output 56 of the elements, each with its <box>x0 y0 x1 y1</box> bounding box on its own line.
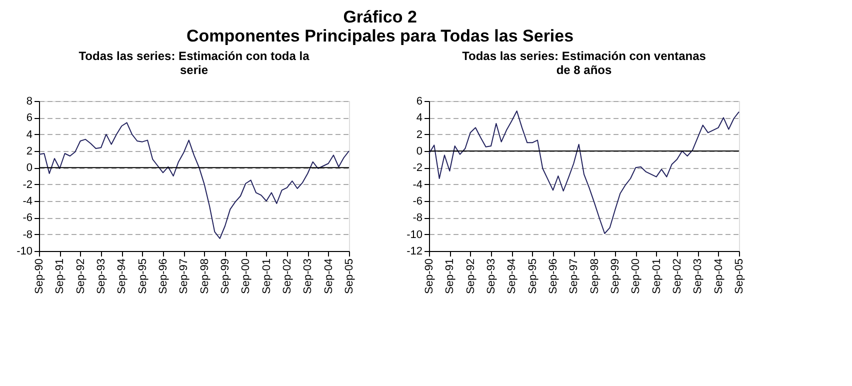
y-tick-label: -12 <box>406 246 422 258</box>
x-tick-label: Sep-03 <box>692 258 704 294</box>
x-tick-label: Sep-97 <box>568 258 580 294</box>
x-tick-label: Sep-95 <box>526 258 539 294</box>
y-tick-label: -8 <box>22 228 32 241</box>
text: Componentes Principales para Todas las Series <box>186 26 574 46</box>
y-tick-label: -2 <box>22 178 32 191</box>
x-tick-label: Sep-00 <box>240 258 252 294</box>
x-tick-label: Sep-93 <box>96 258 108 294</box>
x-tick-label: Sep-97 <box>178 258 190 294</box>
x-tick-label: Sep-96 <box>158 258 170 294</box>
y-tick-label: -4 <box>22 196 32 208</box>
x-tick-label: Sep-93 <box>486 258 498 294</box>
y-tick-label: -4 <box>412 178 422 191</box>
x-tick-label: Sep-04 <box>322 258 335 294</box>
x-tick-label: Sep-01 <box>260 258 273 294</box>
x-tick-label: Sep-00 <box>630 258 642 294</box>
x-tick-label: Sep-92 <box>464 258 477 294</box>
y-tick-label: -8 <box>412 212 422 224</box>
y-tick-label: 0 <box>26 162 32 174</box>
x-tick-label: Sep-01 <box>650 258 663 294</box>
x-tick-label: Sep-91 <box>54 258 66 294</box>
y-tick-label: 0 <box>416 146 422 158</box>
y-tick-label: -6 <box>22 212 32 224</box>
x-tick-label: Sep-90 <box>34 258 46 294</box>
x-tick-label: Sep-94 <box>116 258 128 294</box>
x-tick-label: Sep-98 <box>198 258 211 294</box>
y-tick-label: 2 <box>416 128 422 141</box>
x-tick-label: Sep-98 <box>588 258 601 294</box>
y-tick-label: 8 <box>26 96 32 108</box>
y-tick-label: -2 <box>412 162 422 174</box>
y-tick-label: -10 <box>16 246 32 258</box>
x-tick-label: Sep-03 <box>302 258 314 294</box>
text: Gráfico 2 <box>343 8 417 26</box>
chart-title: Todas las series: Estimación con toda la serie <box>78 49 310 77</box>
y-tick-label: 6 <box>26 112 32 124</box>
x-tick-label: Sep-02 <box>282 258 294 294</box>
y-tick-label: -10 <box>406 228 422 241</box>
x-tick-label: Sep-02 <box>672 258 684 294</box>
y-tick-label: 2 <box>26 146 32 158</box>
y-tick-label: 6 <box>416 96 422 108</box>
x-tick-label: Sep-92 <box>74 258 87 294</box>
x-tick-label: Sep-05 <box>734 258 746 294</box>
x-tick-label: Sep-99 <box>610 258 622 294</box>
y-tick-label: 4 <box>26 128 32 141</box>
x-tick-label: Sep-90 <box>424 258 436 294</box>
y-tick-label: -6 <box>412 196 422 208</box>
chart-title: Todas las series: Estimación con ventanas de 8 años <box>462 49 706 77</box>
x-tick-label: Sep-94 <box>506 258 518 294</box>
x-tick-label: Sep-96 <box>548 258 560 294</box>
x-tick-label: Sep-05 <box>344 258 356 294</box>
y-tick-label: 4 <box>416 112 422 124</box>
x-tick-label: Sep-99 <box>220 258 232 294</box>
x-tick-label: Sep-95 <box>136 258 149 294</box>
x-tick-label: Sep-91 <box>444 258 456 294</box>
x-tick-label: Sep-04 <box>712 258 725 294</box>
